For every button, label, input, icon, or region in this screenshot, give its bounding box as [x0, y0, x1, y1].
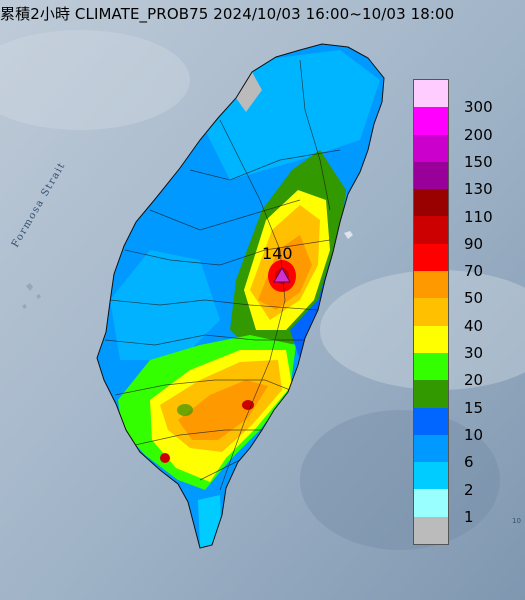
legend-label: 70 [464, 262, 484, 281]
peak-value-label: 140 [262, 244, 293, 263]
legend-label: 90 [464, 234, 484, 253]
legend-swatch [414, 216, 448, 244]
legend-label: 10 [464, 425, 484, 444]
legend-swatch [414, 161, 448, 190]
legend-swatch [414, 462, 448, 490]
legend-swatch [414, 243, 448, 272]
legend-label: 110 [464, 207, 493, 226]
rainfall-west-plain [110, 250, 220, 360]
legend-swatch [414, 434, 448, 463]
legend-swatch [414, 134, 448, 162]
legend-label: 150 [464, 152, 493, 171]
legend-swatch [414, 107, 448, 135]
rainfall-north-corner [236, 72, 262, 112]
cloud-band [0, 30, 190, 130]
rainfall-cell-90 [160, 453, 170, 463]
penghu-islands [22, 283, 41, 309]
peak-triangle-marker [273, 266, 291, 283]
legend-swatch [414, 271, 448, 299]
legend-label: 1 [464, 507, 474, 526]
rainfall-south-50 [178, 380, 268, 440]
rainfall-cell-50 [177, 404, 193, 416]
legend-swatch [414, 189, 448, 217]
legend-label: 130 [464, 180, 493, 199]
legend-label: 20 [464, 371, 484, 390]
green-island [344, 231, 353, 239]
legend-label: 300 [464, 98, 493, 117]
rainfall-cell-90 [242, 400, 254, 410]
cloud-band [300, 410, 500, 550]
legend-swatch [414, 516, 448, 545]
legend-swatch [414, 325, 448, 353]
legend-swatch [414, 380, 448, 408]
legend-swatch [414, 298, 448, 326]
legend-label: 200 [464, 125, 493, 144]
legend-label: 6 [464, 453, 474, 472]
rainfall-east-coast-10 [290, 260, 330, 360]
legend-label: 2 [464, 480, 474, 499]
legend-swatch [414, 407, 448, 435]
map-title: 累積2小時 CLIMATE_PROB75 2024/10/03 16:00~10… [0, 5, 455, 23]
legend-label: 50 [464, 289, 484, 308]
legend-swatch [414, 352, 448, 381]
legend-label: 30 [464, 344, 484, 362]
color-legend [413, 79, 449, 546]
legend-label: 40 [464, 316, 484, 335]
island-outline [96, 43, 385, 549]
legend-label: 15 [464, 398, 484, 417]
legend-swatch [414, 489, 448, 517]
legend-swatch [414, 80, 448, 108]
edge-mark-label: 10 [512, 517, 521, 525]
